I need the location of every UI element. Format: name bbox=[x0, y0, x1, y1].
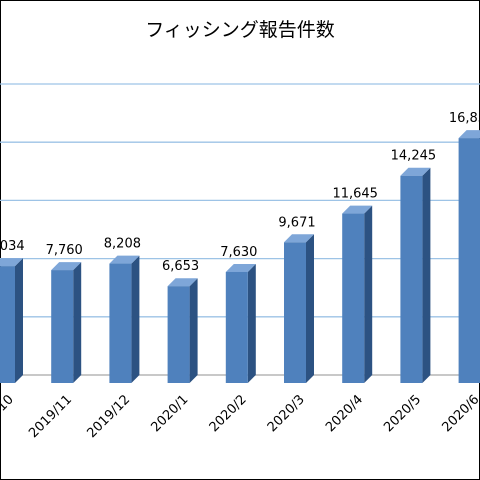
bar-side bbox=[364, 205, 373, 383]
bar bbox=[284, 242, 306, 383]
value-label: 14,245 bbox=[391, 149, 437, 164]
bar-top bbox=[51, 262, 82, 271]
bar-side bbox=[73, 262, 82, 383]
bar-top bbox=[342, 205, 373, 214]
value-label: 16,831 bbox=[449, 111, 480, 126]
bar bbox=[0, 266, 15, 383]
bar bbox=[458, 138, 480, 383]
bar-side bbox=[247, 263, 256, 383]
bar bbox=[225, 271, 248, 383]
value-label: 7,760 bbox=[46, 243, 83, 258]
bar-side bbox=[189, 278, 198, 383]
bar-side bbox=[422, 167, 431, 383]
value-label: 9,671 bbox=[278, 215, 315, 230]
bar bbox=[400, 175, 423, 383]
value-label: 8,208 bbox=[104, 237, 141, 252]
bar-top bbox=[400, 167, 431, 176]
bar bbox=[167, 286, 190, 383]
bar-top bbox=[109, 255, 140, 264]
value-label: 8,034 bbox=[0, 239, 25, 254]
value-label: 11,645 bbox=[332, 187, 378, 202]
bar-side bbox=[306, 234, 314, 383]
bar-top bbox=[167, 278, 198, 287]
bar-top bbox=[458, 130, 480, 139]
bar-top bbox=[284, 234, 314, 243]
bar bbox=[342, 213, 365, 383]
bar bbox=[51, 270, 74, 383]
chart-title: フィッシング報告件数 bbox=[145, 19, 335, 41]
value-label: 6,653 bbox=[162, 259, 199, 274]
bar-side bbox=[15, 258, 23, 383]
bar-side bbox=[131, 255, 140, 383]
value-label: 7,630 bbox=[220, 245, 257, 260]
bar bbox=[109, 263, 132, 383]
bar-top bbox=[0, 258, 23, 267]
bar-top bbox=[225, 263, 256, 272]
